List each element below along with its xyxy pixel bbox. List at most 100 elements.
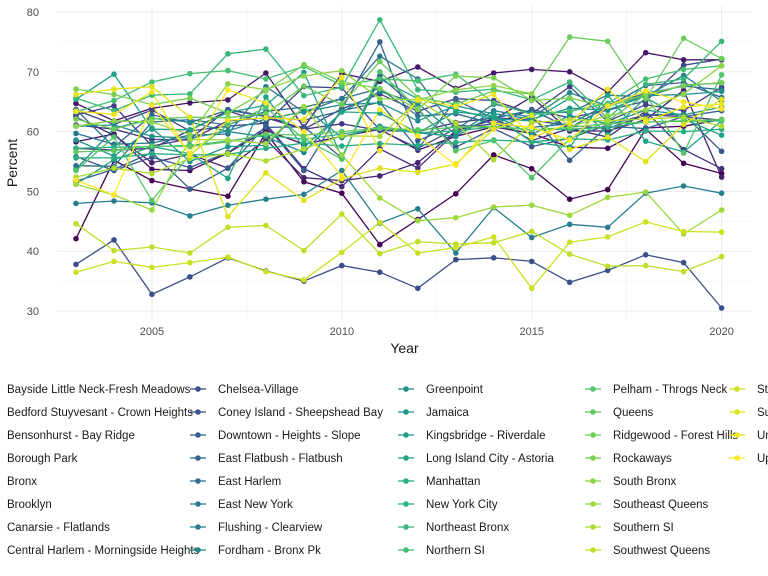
data-point — [680, 35, 687, 42]
data-point — [73, 181, 79, 187]
data-point — [604, 186, 611, 193]
data-point — [187, 186, 193, 192]
data-point — [263, 86, 269, 93]
data-point — [490, 254, 497, 261]
data-point — [718, 101, 725, 107]
legend-item: Southwest Queens — [585, 545, 710, 557]
data-point — [718, 253, 725, 260]
data-point — [642, 219, 649, 225]
data-point — [415, 169, 421, 176]
data-point — [301, 128, 307, 135]
data-point — [528, 139, 535, 145]
data-point — [453, 109, 459, 115]
data-point — [528, 258, 535, 265]
series-line — [75, 71, 722, 159]
data-point — [111, 258, 117, 265]
legend-key-point — [195, 409, 201, 415]
data-point — [528, 66, 535, 73]
data-point — [225, 51, 231, 57]
data-point — [301, 191, 307, 198]
data-point — [187, 119, 193, 125]
data-point — [187, 131, 193, 138]
data-point — [604, 86, 611, 92]
data-point — [604, 145, 611, 152]
data-point — [453, 133, 459, 140]
data-point — [149, 159, 155, 166]
data-point — [566, 146, 573, 153]
data-point — [225, 224, 231, 231]
data-point — [111, 155, 117, 161]
data-point — [111, 192, 117, 198]
series-line — [75, 18, 723, 120]
data-point — [225, 81, 231, 87]
data-point — [149, 89, 155, 95]
data-point — [339, 262, 345, 269]
data-point — [642, 158, 649, 165]
legend-label: Southeast Queens — [613, 499, 709, 511]
data-point — [528, 143, 535, 150]
data-point — [225, 165, 231, 171]
data-point — [415, 142, 421, 149]
data-point — [490, 204, 497, 210]
series-lines — [75, 18, 723, 309]
series-line — [75, 221, 722, 290]
data-point — [111, 97, 117, 104]
legend-key-point — [590, 455, 596, 461]
data-point — [149, 150, 155, 157]
data-point — [718, 305, 725, 311]
data-point — [301, 179, 307, 185]
data-point — [453, 162, 459, 168]
legend-label: Southern SI — [613, 522, 674, 534]
data-point — [490, 234, 497, 240]
data-point — [377, 53, 383, 59]
data-point — [528, 202, 535, 208]
data-point — [490, 156, 497, 163]
data-point — [415, 133, 421, 139]
legend-key-point — [590, 409, 596, 415]
legend-key-point — [403, 409, 409, 415]
legend-item: Union Square - Lower East Side — [729, 430, 768, 442]
data-point — [642, 88, 649, 94]
data-point — [111, 134, 117, 140]
data-point — [566, 112, 573, 119]
data-point — [680, 98, 687, 105]
data-point — [73, 220, 79, 227]
data-point — [377, 85, 383, 92]
legend-key-point — [734, 455, 740, 461]
legend-item: South Bronx — [585, 476, 677, 488]
data-point — [566, 120, 573, 126]
y-tick-label: 60 — [27, 127, 39, 139]
data-point — [111, 147, 117, 154]
series-line — [75, 128, 722, 246]
data-point — [415, 285, 421, 292]
legend-item: Northeast Bronx — [398, 522, 509, 534]
legend-item: Jamaica — [398, 407, 469, 419]
data-point — [566, 137, 573, 143]
legend-key-point — [590, 547, 596, 553]
data-point — [453, 97, 459, 103]
data-point — [604, 234, 611, 240]
data-point — [339, 109, 345, 115]
data-point — [263, 170, 269, 176]
data-point — [187, 274, 193, 280]
data-point — [718, 116, 725, 123]
data-point — [263, 115, 269, 121]
data-point — [377, 95, 383, 102]
data-point — [263, 122, 269, 129]
series-line — [75, 51, 722, 129]
data-point — [339, 101, 345, 108]
data-point — [415, 64, 421, 70]
data-point — [415, 165, 421, 171]
data-point — [566, 89, 573, 96]
y-axis-title: Percent — [4, 139, 20, 187]
data-point — [225, 110, 231, 116]
legend-key-point — [403, 455, 409, 461]
data-point — [111, 122, 117, 128]
legend-item: Bayside Little Neck-Fresh Meadows — [7, 384, 191, 396]
data-point — [453, 103, 459, 110]
data-point — [680, 82, 687, 89]
data-point — [718, 132, 725, 138]
data-point — [263, 158, 269, 164]
data-point — [453, 147, 459, 154]
data-point — [339, 152, 345, 158]
